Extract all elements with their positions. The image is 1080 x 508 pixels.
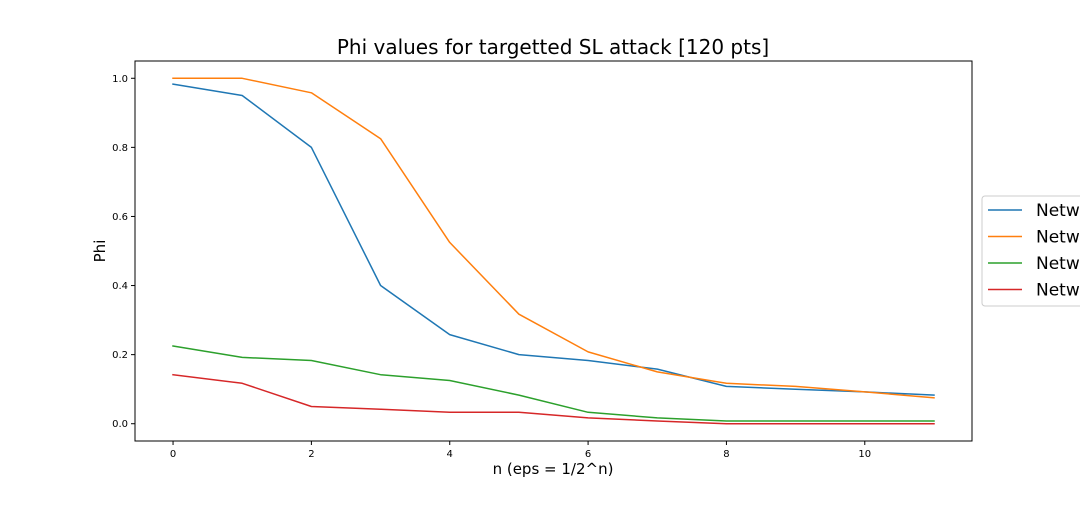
series-line-2 <box>172 77 935 399</box>
y-tick-label: 0.6 <box>112 212 128 223</box>
x-tick-label: 6 <box>585 449 591 460</box>
x-tick-label: 0 <box>170 449 176 460</box>
y-tick-label: 0.8 <box>112 143 128 154</box>
y-tick-label: 0.0 <box>112 419 128 430</box>
axes: 0 2 4 6 8 10 0.0 0.2 0.4 0.6 0.8 1.0 <box>112 74 871 460</box>
x-tick-label: 10 <box>858 449 871 460</box>
legend-box <box>981 195 1080 307</box>
y-tick-label: 0.2 <box>112 350 128 361</box>
legend-label: Netw <box>1036 228 1080 248</box>
y-tick-label: 1.0 <box>112 74 128 85</box>
series-lines <box>172 77 935 425</box>
x-tick-label: 8 <box>723 449 729 460</box>
legend: Netw Netw Netw Netw <box>981 195 1080 307</box>
series-line-3 <box>172 345 935 422</box>
series-line-4 <box>172 373 935 425</box>
x-axis-label: n (eps = 1/2^n) <box>493 460 614 478</box>
x-tick-label: 4 <box>447 449 453 460</box>
y-axis-label: Phi <box>91 240 109 263</box>
legend-label: Netw <box>1036 281 1080 301</box>
y-tick-label: 0.4 <box>112 281 128 292</box>
legend-label: Netw <box>1036 201 1080 221</box>
legend-label: Netw <box>1036 254 1080 274</box>
series-line-1 <box>172 83 935 396</box>
plot-frame <box>134 60 973 442</box>
x-tick-label: 2 <box>308 449 314 460</box>
chart-title: Phi values for targetted SL attack [120 … <box>337 35 769 59</box>
